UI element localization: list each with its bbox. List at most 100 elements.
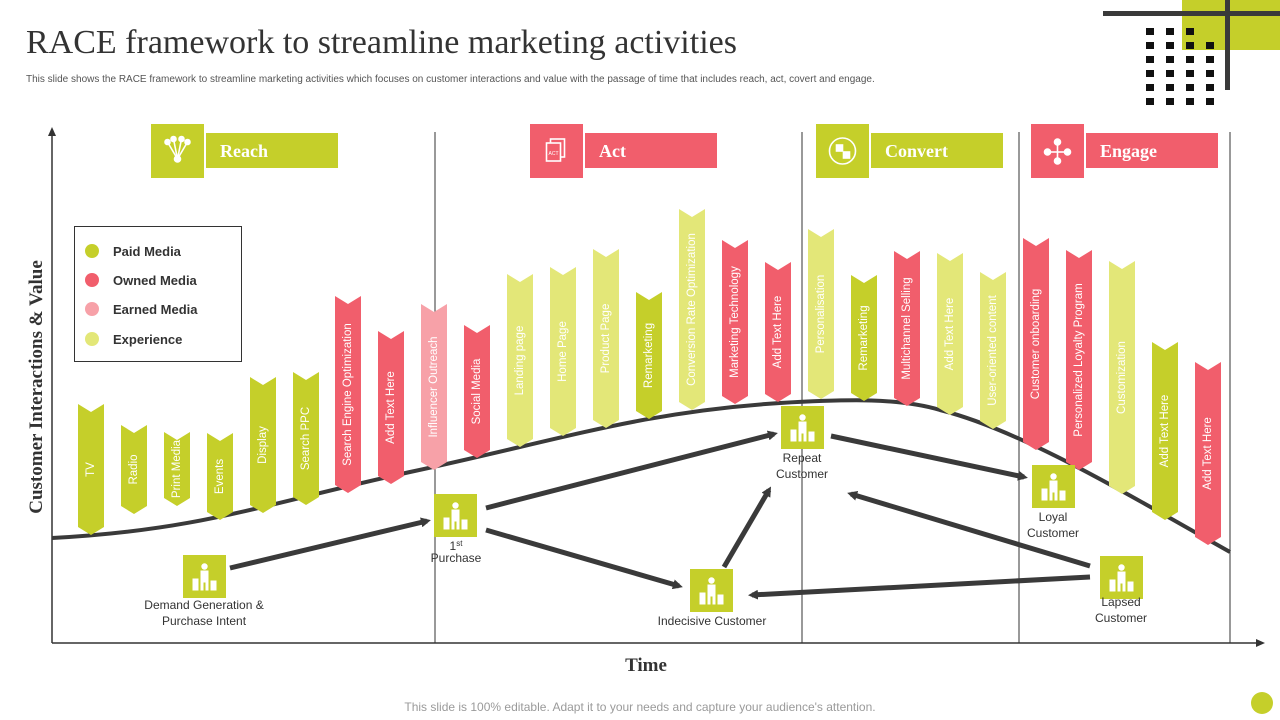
channel-label: Remarketing: [858, 305, 870, 370]
channel-banner: Radio: [121, 425, 147, 514]
journey-arrow: [229, 517, 431, 571]
channel-banner: Conversion Rate Optimization: [679, 209, 705, 410]
channel-label: TV: [85, 462, 97, 477]
channel-banner: Remarketing: [636, 292, 662, 419]
page-title: RACE framework to streamline marketing a…: [26, 24, 737, 61]
legend-dot: [85, 273, 99, 287]
channel-label: Social Media: [471, 358, 483, 424]
people-network-icon: [1043, 138, 1072, 165]
legend-dot: [85, 302, 99, 316]
legend-label: Experience: [113, 331, 183, 347]
axes: [48, 127, 1265, 647]
journey-node: 1st Purchase: [431, 494, 482, 565]
journey-node: Loyal Customer: [1027, 465, 1079, 540]
legend: Paid Media Owned Media Earned Media Expe…: [74, 226, 242, 362]
channel-label: Add Text Here: [772, 296, 784, 369]
documents-icon: ACT: [545, 138, 566, 162]
channel-banner: Remarketing: [851, 275, 877, 401]
channel-banner: Landing page: [507, 274, 533, 447]
customer-icon: [1041, 473, 1066, 501]
page-subtitle: This slide shows the RACE framework to s…: [26, 74, 875, 85]
legend-dot: [85, 244, 99, 258]
legend-item: Earned Media: [85, 299, 198, 319]
legend-label: Paid Media: [113, 243, 181, 259]
customer-icon: [699, 577, 724, 605]
stage-header-engage: Engage: [1031, 124, 1218, 178]
channel-banner: Customer onboarding: [1023, 238, 1049, 450]
page-corner-dot: [1251, 692, 1273, 714]
legend-label: Earned Media: [113, 301, 198, 317]
journey-arrow: [830, 433, 1028, 481]
legend-label: Owned Media: [113, 272, 197, 288]
stage-header-reach: Reach: [151, 124, 338, 178]
channel-label: Home Page: [557, 321, 569, 382]
channel-label: Marketing Technology: [729, 266, 741, 378]
channel-label: Influencer Outreach: [428, 336, 440, 437]
channel-label: Add Text Here: [944, 298, 956, 371]
channel-banner: Search PPC: [293, 372, 319, 505]
channel-banner: Add Text Here: [1195, 362, 1221, 545]
channel-label: Radio: [128, 454, 140, 484]
channel-banner: Personalisation: [808, 229, 834, 399]
channel-label: Add Text Here: [385, 371, 397, 444]
channel-label: Events: [214, 459, 226, 494]
legend-dot: [85, 332, 99, 346]
network-icon: [164, 135, 191, 163]
customer-icon: [790, 414, 815, 442]
channel-label: Print Media: [171, 439, 183, 498]
channel-label: User-oriented content: [987, 294, 999, 405]
stage-label: Act: [599, 141, 626, 161]
channel-label: Conversion Rate Optimization: [686, 233, 698, 386]
legend-item: Paid Media: [85, 241, 181, 261]
channel-banner: Personalized Loyalty Program: [1066, 250, 1092, 470]
journey-node-label: Repeat Customer: [776, 451, 828, 481]
channel-label: Customization: [1116, 341, 1128, 414]
channel-banner: Home Page: [550, 267, 576, 436]
journey-arrow: [847, 490, 1091, 569]
journey-node-label: Loyal Customer: [1027, 510, 1079, 540]
channel-label: Remarketing: [643, 323, 655, 388]
journey-node: Indecisive Customer: [658, 569, 767, 628]
legend-item: Owned Media: [85, 270, 197, 290]
stage-label: Convert: [885, 141, 948, 161]
x-axis-label: Time: [625, 655, 667, 676]
channel-banner: Add Text Here: [378, 331, 404, 484]
channel-banner: Search Engine Optimization: [335, 296, 361, 493]
channel-banner: Customization: [1109, 261, 1135, 494]
channel-label: Personalisation: [815, 275, 827, 354]
customer-icon: [192, 563, 217, 591]
channel-banner: Multichannel Selling: [894, 251, 920, 406]
channel-label: Add Text Here: [1202, 417, 1214, 490]
journey-arrow: [748, 574, 1091, 600]
channel-label: Search PPC: [300, 407, 312, 470]
conversion-icon: [828, 137, 857, 165]
journey-node-label: Indecisive Customer: [658, 614, 767, 628]
stage-label: Reach: [220, 141, 268, 161]
journey-arrow: [485, 527, 683, 590]
stage-header-act: ACT Act: [530, 124, 717, 178]
channel-label: Search Engine Optimization: [342, 323, 354, 466]
footer-note: This slide is 100% editable. Adapt it to…: [404, 700, 876, 714]
journey-arrow: [485, 430, 778, 511]
channel-banner: Influencer Outreach: [421, 304, 447, 470]
channel-banner: Events: [207, 433, 233, 520]
journey-arrow: [721, 486, 772, 569]
channel-banner: Add Text Here: [1152, 342, 1178, 520]
journey-node: Lapsed Customer: [1095, 556, 1147, 625]
channel-banner: TV: [78, 404, 104, 535]
channel-banner: Social Media: [464, 325, 490, 458]
legend-item: Experience: [85, 329, 182, 349]
channel-label: Personalized Loyalty Program: [1073, 283, 1085, 436]
customer-icon: [443, 502, 468, 530]
channel-banner: Print Media: [164, 432, 190, 506]
channel-banner: Display: [250, 377, 276, 513]
journey-node-label: Demand Generation & Purchase Intent: [144, 598, 263, 628]
channel-banner: Marketing Technology: [722, 240, 748, 404]
customer-icon: [1109, 564, 1134, 592]
channel-label: Add Text Here: [1159, 395, 1171, 468]
channel-banner: Add Text Here: [937, 253, 963, 415]
journey-node: Repeat Customer: [776, 406, 828, 481]
journey-node-label: 1st Purchase: [431, 539, 482, 565]
y-axis-label: Customer Interactions & Value: [26, 260, 47, 514]
